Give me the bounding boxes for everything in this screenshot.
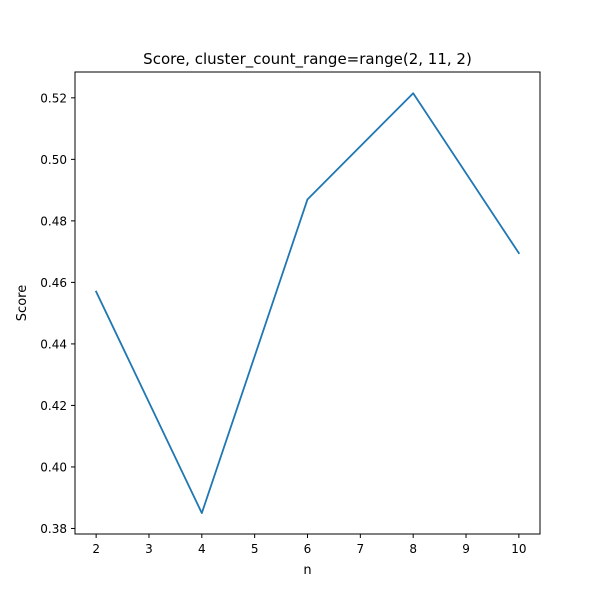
x-tick-label: 3 xyxy=(145,542,153,556)
x-tick-label: 7 xyxy=(357,542,365,556)
y-tick-label: 0.52 xyxy=(40,91,67,105)
x-tick-label: 9 xyxy=(462,542,470,556)
x-tick-label: 10 xyxy=(511,542,526,556)
y-tick-label: 0.46 xyxy=(40,276,67,290)
x-axis-ticks: 2 3 4 5 6 7 8 9 10 xyxy=(92,534,527,556)
series-group xyxy=(94,92,521,514)
x-tick-label: 2 xyxy=(92,542,100,556)
y-axis-ticks: 0.38 0.40 0.42 0.44 0.46 0.48 0.50 0.52 xyxy=(40,91,75,536)
x-tick-label: 5 xyxy=(251,542,259,556)
y-tick-label: 0.44 xyxy=(40,337,67,351)
plot-frame xyxy=(74,71,541,535)
y-tick-label: 0.48 xyxy=(40,214,67,228)
x-axis-label: n xyxy=(303,563,311,578)
x-tick-label: 8 xyxy=(409,542,417,556)
series-line xyxy=(94,92,521,514)
x-tick-label: 6 xyxy=(304,542,312,556)
y-axis-label: Score xyxy=(15,285,30,321)
chart-title: Score, cluster_count_range=range(2, 11, … xyxy=(143,50,472,69)
y-tick-label: 0.50 xyxy=(40,153,67,167)
y-tick-label: 0.40 xyxy=(40,460,67,474)
x-tick-label: 4 xyxy=(198,542,206,556)
y-tick-label: 0.38 xyxy=(40,522,67,536)
y-tick-label: 0.42 xyxy=(40,399,67,413)
